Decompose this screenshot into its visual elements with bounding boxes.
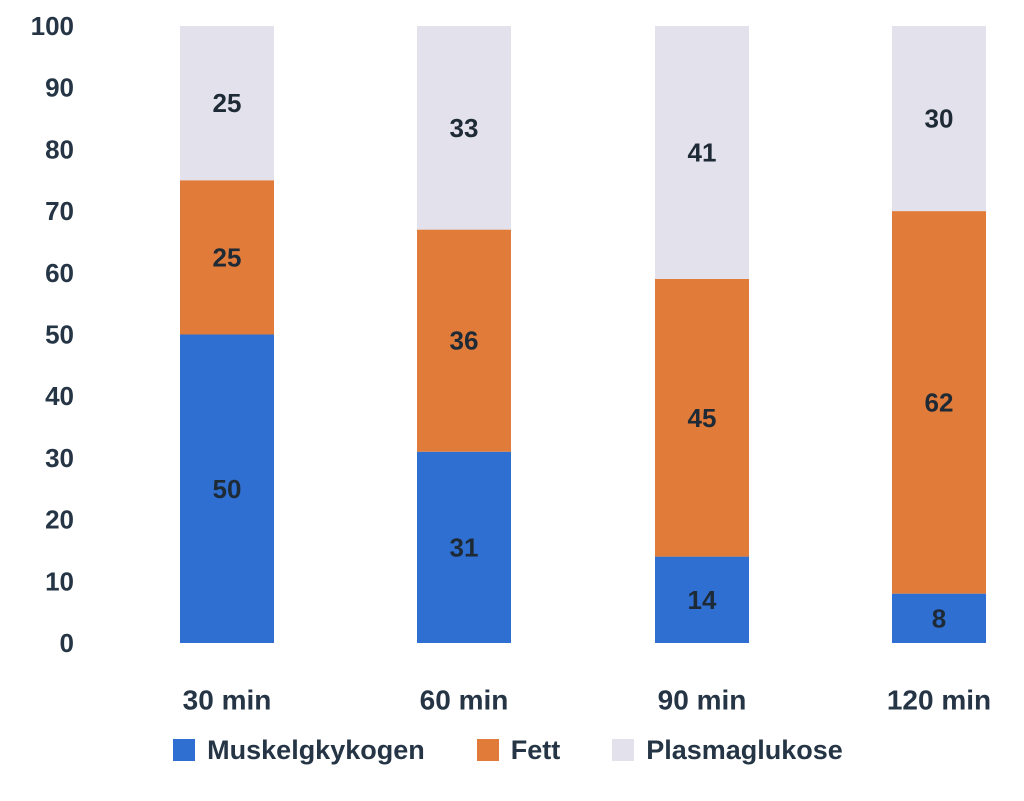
x-tick-label: 60 min [420, 685, 509, 716]
x-tick-label: 120 min [887, 685, 991, 716]
y-tick-label: 50 [45, 320, 74, 350]
x-axis: 30 min 60 min 90 min 120 min [183, 685, 991, 716]
bar-segment [655, 556, 749, 643]
x-tick-label: 90 min [658, 685, 747, 716]
bar-segment [892, 211, 986, 594]
data-labels: 50 25 25 31 36 33 14 45 41 8 62 30 [213, 88, 954, 633]
y-tick-label: 30 [45, 443, 74, 473]
data-label: 25 [213, 242, 242, 272]
data-label: 31 [450, 532, 479, 562]
data-label: 62 [925, 387, 954, 417]
bar-segment [180, 180, 274, 335]
legend-swatch [476, 739, 499, 761]
data-label: 41 [688, 137, 717, 167]
legend-label: Plasmaglukose [646, 734, 843, 765]
legend: Muskelgkykogen Fett Plasmaglukose [0, 728, 1024, 772]
legend-item-fett: Fett [476, 734, 561, 766]
bar-segment [892, 593, 986, 643]
data-label: 45 [688, 403, 717, 433]
y-axis: 0 10 20 30 40 50 60 70 80 90 100 [31, 11, 74, 658]
legend-item-plasmaglukose: Plasmaglukose [612, 735, 843, 766]
bar-segment [655, 278, 749, 557]
bar-segment [892, 26, 986, 212]
bars [180, 26, 986, 643]
bar-segment [655, 26, 749, 279]
legend-label: Muskelgkykogen [207, 734, 425, 765]
y-tick-label: 90 [45, 73, 74, 103]
legend-swatch [173, 739, 196, 761]
legend-label: Fett [510, 734, 561, 765]
data-label: 50 [213, 474, 242, 504]
data-label: 25 [213, 88, 242, 118]
y-tick-label: 100 [31, 11, 74, 41]
y-tick-label: 80 [45, 134, 74, 164]
y-tick-label: 40 [45, 381, 74, 411]
legend-swatch [612, 739, 635, 761]
bar-segment [417, 451, 511, 643]
y-tick-label: 20 [45, 505, 74, 535]
bar-segment [180, 26, 274, 181]
y-tick-label: 60 [45, 258, 74, 288]
x-tick-label: 30 min [183, 685, 272, 716]
y-tick-label: 70 [45, 196, 74, 226]
y-tick-label: 0 [60, 628, 74, 658]
bar-segment [417, 229, 511, 452]
legend-item-muskelgkykogen: Muskelgkykogen [173, 735, 425, 766]
data-label: 14 [688, 585, 717, 615]
bar-segment [180, 334, 274, 643]
data-label: 30 [925, 104, 954, 134]
data-label: 33 [450, 113, 479, 143]
data-label: 36 [450, 326, 479, 356]
y-tick-label: 10 [45, 566, 74, 596]
data-label: 8 [932, 603, 946, 633]
bar-segment [417, 26, 511, 230]
